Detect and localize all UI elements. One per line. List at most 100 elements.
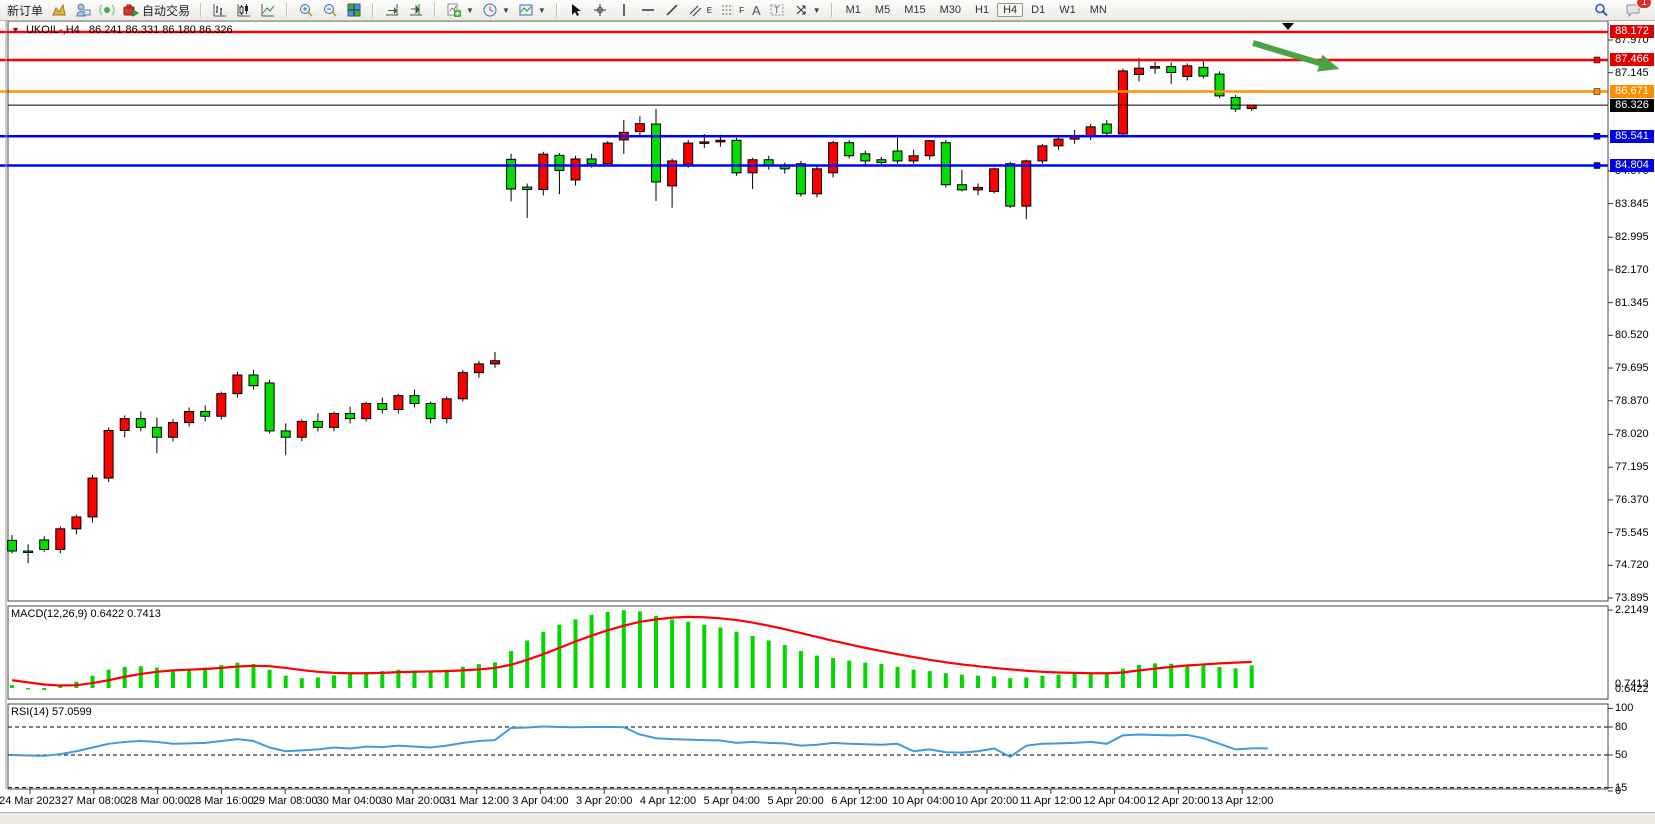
timeframe-button-M30[interactable]: M30 [939,4,961,16]
candle[interactable] [184,407,195,427]
candle[interactable] [506,153,517,202]
crosshair-tool-icon[interactable] [588,1,612,19]
candle[interactable] [1134,57,1144,82]
candle[interactable] [39,536,50,552]
trendline-tool-icon[interactable] [660,1,684,19]
candle[interactable] [1230,95,1241,113]
line-anchor-triangle[interactable] [1282,23,1294,30]
candle[interactable] [973,183,983,196]
timeframe-button-M15[interactable]: M15 [904,4,926,16]
candle[interactable] [490,352,500,368]
candle[interactable] [876,156,887,166]
vertical-line-tool-icon[interactable] [612,1,636,19]
candle[interactable] [1101,120,1112,136]
candle[interactable] [1053,135,1064,150]
candle[interactable] [651,108,661,201]
candle[interactable] [522,183,533,219]
candle[interactable] [731,137,742,176]
candle[interactable] [280,423,291,456]
candle[interactable] [168,419,178,442]
signals-icon[interactable] [95,1,119,19]
tile-windows-icon[interactable] [342,1,366,19]
timeframe-button-MN[interactable]: MN [1089,4,1107,16]
candle[interactable] [683,139,694,168]
hline-handle[interactable] [1593,88,1601,95]
candle[interactable] [570,155,581,186]
candle[interactable] [812,166,822,198]
candle[interactable] [200,405,211,422]
candle[interactable] [1150,61,1161,74]
candle[interactable] [264,379,275,434]
candle[interactable] [924,139,935,160]
candle[interactable] [940,139,951,188]
candle[interactable] [956,169,967,192]
one-click-trading-collapse-icon[interactable]: ▼ [11,25,20,35]
candle[interactable] [908,149,919,164]
candle[interactable] [1021,159,1032,220]
candle[interactable] [71,514,82,535]
candle[interactable] [329,411,339,432]
candle[interactable] [151,417,162,454]
data-window-icon[interactable] [71,1,95,19]
zoom-in-icon[interactable] [294,1,318,19]
candle[interactable] [87,474,98,523]
candle[interactable] [377,397,388,414]
period-button[interactable]: ▼ [478,1,514,19]
candle[interactable] [1198,60,1209,79]
candle[interactable] [312,413,323,432]
timeframe-button-H1[interactable]: H1 [975,4,990,16]
candle[interactable] [602,141,613,167]
candle[interactable] [989,167,1000,194]
template-button[interactable]: ▼ [514,1,550,19]
text-label-tool-icon[interactable]: T [765,1,789,19]
hline-handle[interactable] [1593,56,1601,64]
candle[interactable] [473,360,484,378]
auto-scroll-icon[interactable] [380,1,404,19]
search-icon[interactable] [1589,1,1613,19]
candle[interactable] [23,544,34,564]
candle[interactable] [1005,161,1016,209]
bar-chart-mode-icon[interactable] [208,1,232,19]
cursor-tool-icon[interactable] [564,1,588,19]
green-arrow-annotation[interactable] [1252,40,1340,72]
candle[interactable] [828,141,839,178]
candlestick-mode-icon[interactable] [232,1,256,19]
timeframe-button-D1[interactable]: D1 [1031,4,1046,16]
candle[interactable] [1037,143,1048,164]
auto-trading-button[interactable]: 自动交易 [119,1,194,20]
add-indicator-button[interactable]: ▼ [442,1,478,19]
timeframe-button-H4[interactable]: H4 [997,3,1024,17]
candle[interactable] [55,526,66,554]
candle[interactable] [393,393,404,414]
fibonacci-tool-icon[interactable]: F [716,1,748,19]
hline-handle[interactable] [1593,162,1601,169]
candle[interactable] [844,139,855,159]
chart-shift-icon[interactable] [404,1,428,19]
candle[interactable] [634,116,645,138]
timeframe-button-M1[interactable]: M1 [845,4,861,16]
time-axis[interactable]: 24 Mar 2023 27 Mar 08:00 28 Mar 00:00 28 Ma… [0,795,1655,811]
candle[interactable] [1214,71,1225,99]
candle[interactable] [795,160,806,197]
candle[interactable] [361,401,372,422]
candle[interactable] [1166,62,1177,85]
new-order-button[interactable]: 新订单 [3,1,47,20]
candle[interactable] [103,427,114,483]
line-chart-mode-icon[interactable] [256,1,280,19]
candle[interactable] [538,151,549,196]
candle[interactable] [441,396,452,424]
candle[interactable] [554,152,565,195]
horizontal-line-tool-icon[interactable] [636,1,660,19]
candle[interactable] [135,411,146,432]
candle[interactable] [119,415,130,438]
market-watch-icon[interactable] [47,1,71,19]
arrows-tool-icon[interactable]: ▼ [789,1,825,19]
candle[interactable] [1182,63,1193,81]
hline-handle[interactable] [1593,133,1601,140]
candle[interactable] [860,150,871,165]
notifications-chat-icon[interactable]: 1 [1621,0,1652,19]
candle[interactable] [232,371,243,398]
equidistant-channel-tool-icon[interactable]: E [684,1,716,19]
candle[interactable] [248,369,259,390]
candle[interactable] [296,419,307,442]
